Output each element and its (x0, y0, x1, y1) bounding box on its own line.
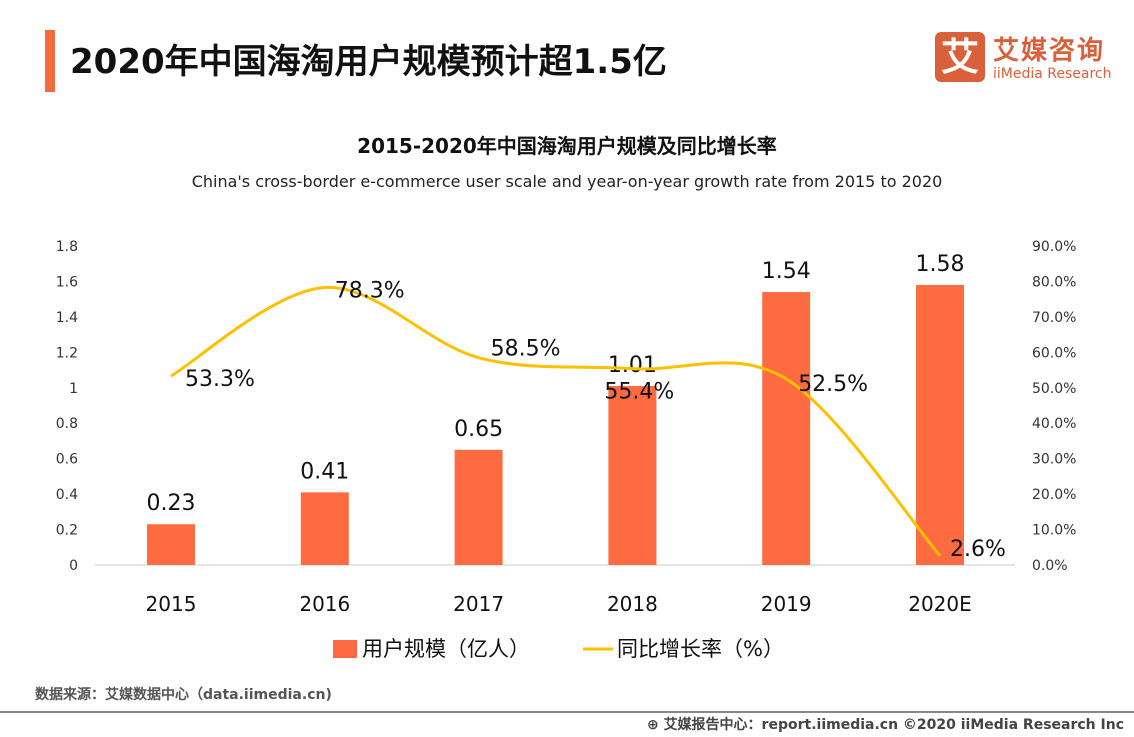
bar-data-label: 1.01 (608, 353, 657, 378)
legend-bar-swatch (333, 640, 357, 658)
bar (300, 492, 349, 565)
chart-subtitle: China's cross-border e-commerce user sca… (191, 172, 943, 191)
left-axis-tick: 0.4 (56, 487, 78, 503)
chart-title: 2015-2020年中国海淘用户规模及同比增长率 (357, 134, 777, 158)
left-axis-tick: 0 (69, 558, 78, 574)
bar-data-label: 0.65 (454, 417, 503, 442)
right-axis-tick: 90.0% (1032, 239, 1076, 255)
right-axis-tick: 0.0% (1032, 558, 1068, 574)
right-axis-tick: 50.0% (1032, 381, 1076, 397)
left-axis-tick: 1.6 (56, 274, 78, 290)
x-axis-tick: 2016 (299, 592, 350, 616)
legend-line-label: 同比增长率（%） (617, 637, 784, 661)
legend-bar-label: 用户规模（亿人） (362, 637, 530, 661)
left-axis-tick: 1.2 (56, 345, 78, 361)
left-axis-tick: 1.8 (56, 239, 78, 255)
iimedia-logo: 艾 (935, 32, 985, 82)
globe-icon: ⊕ (646, 717, 664, 733)
title-accent-bar (45, 30, 55, 92)
left-axis-tick: 0.8 (56, 416, 78, 432)
x-axis-tick: 2017 (453, 592, 504, 616)
left-axis-tick: 0.6 (56, 452, 78, 468)
line-data-label: 78.3% (335, 278, 405, 303)
line-data-label: 53.3% (185, 367, 255, 392)
bar-data-label: 1.58 (916, 252, 965, 277)
left-axis-tick: 0.2 (56, 523, 78, 539)
left-axis-tick: 1 (69, 381, 78, 397)
logo-text-cn: 艾媒咨询 (993, 36, 1106, 66)
copyright-text: 艾媒报告中心：report.iimedia.cn ©2020 iiMedia R… (663, 717, 1124, 733)
footer-copyright: ⊕ 艾媒报告中心：report.iimedia.cn ©2020 iiMedia… (647, 714, 1124, 734)
page-title: 2020年中国海淘用户规模预计超1.5亿 (70, 42, 667, 82)
right-axis-tick: 30.0% (1032, 452, 1076, 468)
right-axis-tick: 20.0% (1032, 487, 1076, 503)
left-axis-tick: 1.4 (56, 310, 78, 326)
growth-rate-line (170, 285, 942, 557)
bar-data-label: 0.41 (300, 459, 349, 484)
right-axis-tick: 40.0% (1032, 416, 1076, 432)
line-data-label: 2.6% (950, 537, 1006, 562)
bar (147, 524, 195, 565)
logo-text-en: iiMedia Research (993, 66, 1112, 82)
right-axis-tick: 70.0% (1032, 310, 1076, 326)
right-axis-tick: 60.0% (1032, 345, 1076, 361)
right-axis-tick: 80.0% (1032, 274, 1076, 290)
bar (762, 292, 811, 565)
bar (916, 284, 964, 565)
bar-data-label: 0.23 (147, 491, 196, 516)
footer-divider (0, 711, 1134, 713)
bar-data-label: 1.54 (762, 259, 811, 284)
line-data-label: 58.5% (491, 337, 561, 362)
x-axis-tick: 2015 (146, 592, 197, 616)
x-axis-tick: 2018 (607, 592, 658, 616)
x-axis-tick: 2020E (908, 592, 972, 616)
bar (608, 386, 657, 565)
line-data-label: 52.5% (798, 372, 868, 397)
bar (454, 449, 503, 565)
x-axis-tick: 2019 (761, 592, 812, 616)
data-source: 数据来源：艾媒数据中心（data.iimedia.cn) (35, 687, 332, 703)
right-axis-tick: 10.0% (1032, 523, 1076, 539)
line-data-label: 55.4% (604, 380, 674, 405)
